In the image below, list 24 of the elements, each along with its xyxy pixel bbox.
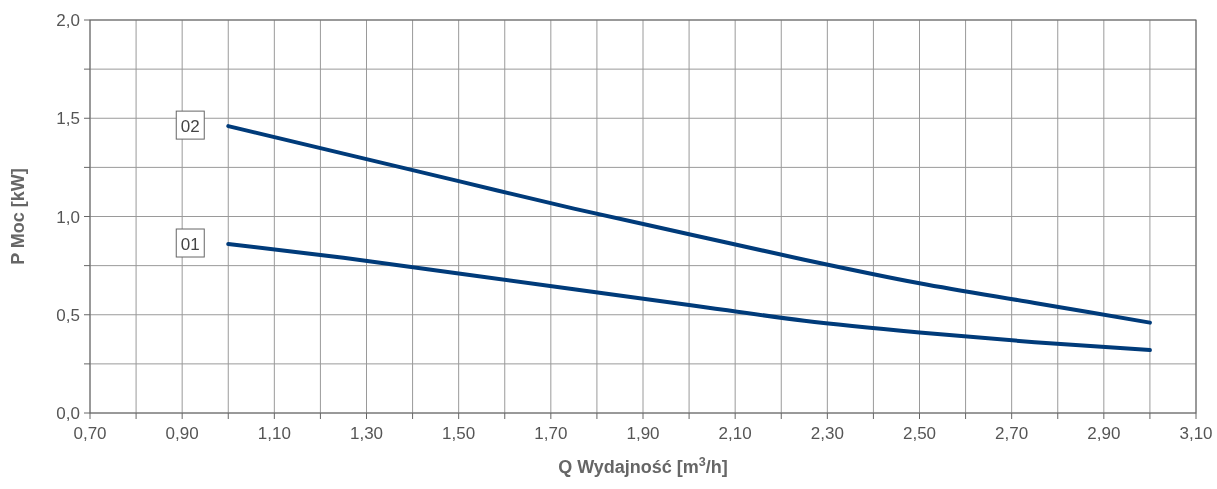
x-tick-label: 1,90	[626, 424, 660, 443]
y-tick-label: 1,5	[56, 109, 80, 129]
x-tick-label: 2,70	[995, 424, 1029, 443]
x-tick-label: 1,10	[257, 424, 291, 443]
y-tick-label: 2,0	[56, 11, 80, 30]
x-tick-label: 2,50	[902, 424, 937, 443]
x-tick-label: 1,30	[349, 424, 384, 443]
x-tick-label: 1,50	[442, 424, 476, 443]
x-tick-label: 0,70	[73, 424, 107, 443]
y-tick-label: 1,0	[56, 207, 80, 227]
x-tick-label: 2,10	[718, 424, 752, 443]
series-label: 01	[180, 235, 200, 255]
y-tick-label: 0,5	[56, 305, 80, 325]
line-series	[226, 124, 1152, 325]
series-label: 02	[180, 117, 200, 137]
y-tick-label: 0,0	[56, 404, 80, 423]
x-tick-label: 1,70	[534, 424, 568, 443]
x-tick-label: 0,90	[165, 424, 199, 443]
x-tick-label: 2,90	[1087, 424, 1121, 443]
x-axis-title: Q Wydajność [m$^{3}$/h]	[558, 455, 728, 477]
line-series	[226, 242, 1152, 353]
y-axis-title: P Moc [kW]	[8, 168, 28, 265]
x-tick-label: 2,30	[810, 424, 844, 443]
x-tick-label: 3,10	[1179, 424, 1213, 443]
